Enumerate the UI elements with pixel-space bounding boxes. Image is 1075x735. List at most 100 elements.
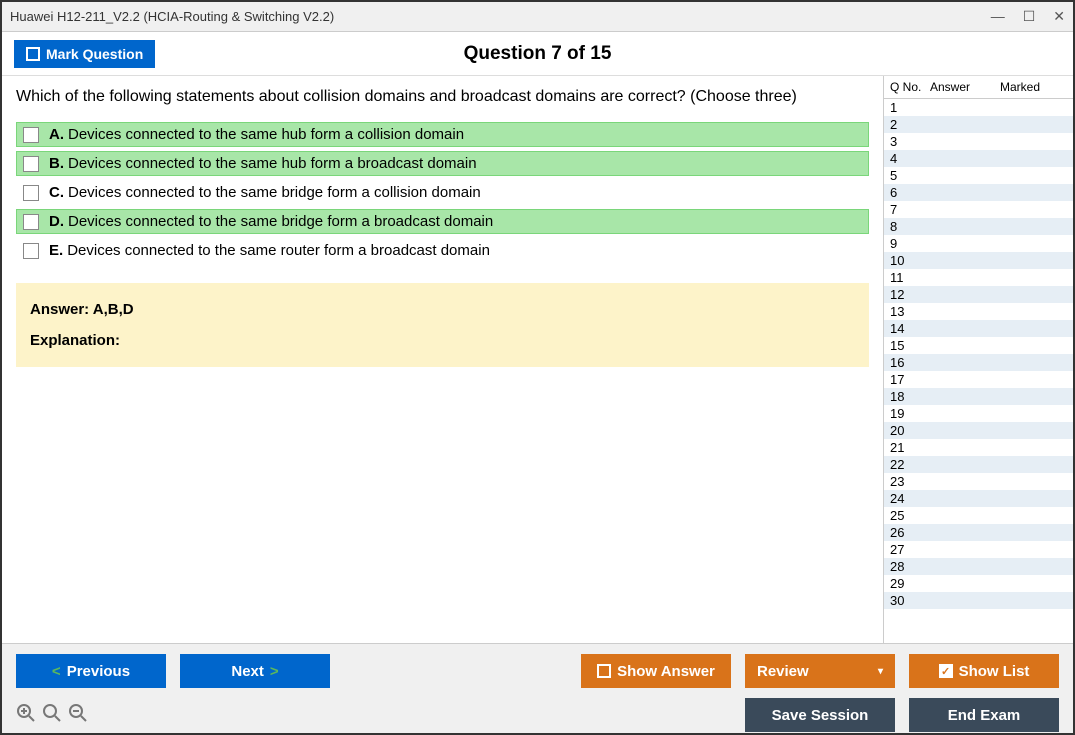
option-checkbox[interactable] bbox=[23, 214, 39, 230]
footer-actions-2: Save Session End Exam bbox=[745, 698, 1059, 732]
option-checkbox[interactable] bbox=[23, 127, 39, 143]
option-text: Devices connected to the same bridge for… bbox=[68, 213, 493, 230]
minimize-icon[interactable]: — bbox=[991, 8, 1005, 25]
qlist-number: 20 bbox=[884, 423, 928, 438]
qlist-row[interactable]: 2 bbox=[884, 116, 1073, 133]
previous-button[interactable]: < Previous bbox=[16, 654, 166, 688]
qlist-body[interactable]: 1234567891011121314151617181920212223242… bbox=[884, 99, 1073, 643]
end-exam-button[interactable]: End Exam bbox=[909, 698, 1059, 732]
close-icon[interactable]: ✕ bbox=[1053, 8, 1065, 25]
option-row[interactable]: A. Devices connected to the same hub for… bbox=[16, 122, 869, 147]
qlist-row[interactable]: 18 bbox=[884, 388, 1073, 405]
qlist-number: 4 bbox=[884, 151, 928, 166]
qlist-row[interactable]: 16 bbox=[884, 354, 1073, 371]
qlist-row[interactable]: 1 bbox=[884, 99, 1073, 116]
qlist-row[interactable]: 3 bbox=[884, 133, 1073, 150]
qlist-number: 26 bbox=[884, 525, 928, 540]
qlist-number: 19 bbox=[884, 406, 928, 421]
show-list-button[interactable]: ✓ Show List bbox=[909, 654, 1059, 688]
show-answer-button[interactable]: Show Answer bbox=[581, 654, 731, 688]
titlebar: Huawei H12-211_V2.2 (HCIA-Routing & Swit… bbox=[2, 2, 1073, 32]
qlist-row[interactable]: 29 bbox=[884, 575, 1073, 592]
maximize-icon[interactable]: ☐ bbox=[1023, 8, 1036, 25]
qlist-number: 8 bbox=[884, 219, 928, 234]
qlist-row[interactable]: 24 bbox=[884, 490, 1073, 507]
chevron-left-icon: < bbox=[52, 663, 61, 680]
chevron-right-icon: > bbox=[270, 663, 279, 680]
qlist-row[interactable]: 19 bbox=[884, 405, 1073, 422]
qlist-row[interactable]: 5 bbox=[884, 167, 1073, 184]
option-letter: D. bbox=[49, 213, 64, 230]
review-button[interactable]: Review ▾ bbox=[745, 654, 895, 688]
qlist-number: 5 bbox=[884, 168, 928, 183]
zoom-out-icon[interactable] bbox=[68, 703, 88, 728]
qlist-number: 30 bbox=[884, 593, 928, 608]
mark-question-button[interactable]: Mark Question bbox=[14, 40, 155, 68]
question-text: Which of the following statements about … bbox=[16, 88, 869, 106]
qlist-number: 2 bbox=[884, 117, 928, 132]
qlist-number: 3 bbox=[884, 134, 928, 149]
qlist-row[interactable]: 15 bbox=[884, 337, 1073, 354]
review-label: Review bbox=[757, 663, 809, 680]
qlist-row[interactable]: 12 bbox=[884, 286, 1073, 303]
qlist-row[interactable]: 11 bbox=[884, 269, 1073, 286]
qlist-row[interactable]: 7 bbox=[884, 201, 1073, 218]
col-marked: Marked bbox=[1000, 80, 1071, 94]
option-text: Devices connected to the same hub form a… bbox=[68, 155, 477, 172]
qlist-row[interactable]: 20 bbox=[884, 422, 1073, 439]
end-exam-label: End Exam bbox=[948, 707, 1021, 724]
qlist-row[interactable]: 17 bbox=[884, 371, 1073, 388]
qlist-row[interactable]: 6 bbox=[884, 184, 1073, 201]
qlist-number: 28 bbox=[884, 559, 928, 574]
option-checkbox[interactable] bbox=[23, 185, 39, 201]
option-text: Devices connected to the same hub form a… bbox=[68, 126, 464, 143]
qlist-row[interactable]: 4 bbox=[884, 150, 1073, 167]
mark-label: Mark Question bbox=[46, 46, 143, 62]
col-answer: Answer bbox=[930, 80, 1000, 94]
qlist-row[interactable]: 28 bbox=[884, 558, 1073, 575]
zoom-reset-icon[interactable] bbox=[42, 703, 62, 728]
qlist-row[interactable]: 9 bbox=[884, 235, 1073, 252]
qlist-row[interactable]: 14 bbox=[884, 320, 1073, 337]
app-window: Huawei H12-211_V2.2 (HCIA-Routing & Swit… bbox=[0, 0, 1075, 735]
qlist-number: 24 bbox=[884, 491, 928, 506]
option-text: Devices connected to the same router for… bbox=[67, 242, 490, 259]
option-text: Devices connected to the same bridge for… bbox=[68, 184, 481, 201]
qlist-number: 11 bbox=[884, 270, 928, 285]
option-row[interactable]: D. Devices connected to the same bridge … bbox=[16, 209, 869, 234]
qlist-row[interactable]: 30 bbox=[884, 592, 1073, 609]
qlist-number: 1 bbox=[884, 100, 928, 115]
qlist-number: 29 bbox=[884, 576, 928, 591]
qlist-row[interactable]: 25 bbox=[884, 507, 1073, 524]
qlist-row[interactable]: 10 bbox=[884, 252, 1073, 269]
question-counter: Question 7 of 15 bbox=[464, 43, 612, 65]
body: Which of the following statements about … bbox=[2, 76, 1073, 643]
next-button[interactable]: Next > bbox=[180, 654, 330, 688]
qlist-number: 21 bbox=[884, 440, 928, 455]
option-letter: E. bbox=[49, 242, 63, 259]
qlist-row[interactable]: 22 bbox=[884, 456, 1073, 473]
option-checkbox[interactable] bbox=[23, 156, 39, 172]
option-checkbox[interactable] bbox=[23, 243, 39, 259]
question-list-panel: Q No. Answer Marked 12345678910111213141… bbox=[883, 76, 1073, 643]
qlist-row[interactable]: 23 bbox=[884, 473, 1073, 490]
qlist-row[interactable]: 27 bbox=[884, 541, 1073, 558]
qlist-row[interactable]: 13 bbox=[884, 303, 1073, 320]
qlist-row[interactable]: 26 bbox=[884, 524, 1073, 541]
save-session-label: Save Session bbox=[772, 707, 869, 724]
option-row[interactable]: C. Devices connected to the same bridge … bbox=[16, 180, 869, 205]
next-label: Next bbox=[231, 663, 264, 680]
qlist-number: 25 bbox=[884, 508, 928, 523]
zoom-controls bbox=[16, 703, 88, 728]
save-session-button[interactable]: Save Session bbox=[745, 698, 895, 732]
option-row[interactable]: E. Devices connected to the same router … bbox=[16, 238, 869, 263]
zoom-in-icon[interactable] bbox=[16, 703, 36, 728]
qlist-number: 13 bbox=[884, 304, 928, 319]
option-row[interactable]: B. Devices connected to the same hub for… bbox=[16, 151, 869, 176]
qlist-number: 10 bbox=[884, 253, 928, 268]
qlist-row[interactable]: 8 bbox=[884, 218, 1073, 235]
qlist-header: Q No. Answer Marked bbox=[884, 76, 1073, 99]
footer: < Previous Next > Show Answer Review ▾ bbox=[2, 643, 1073, 733]
qlist-row[interactable]: 21 bbox=[884, 439, 1073, 456]
main-column: Which of the following statements about … bbox=[2, 76, 883, 643]
